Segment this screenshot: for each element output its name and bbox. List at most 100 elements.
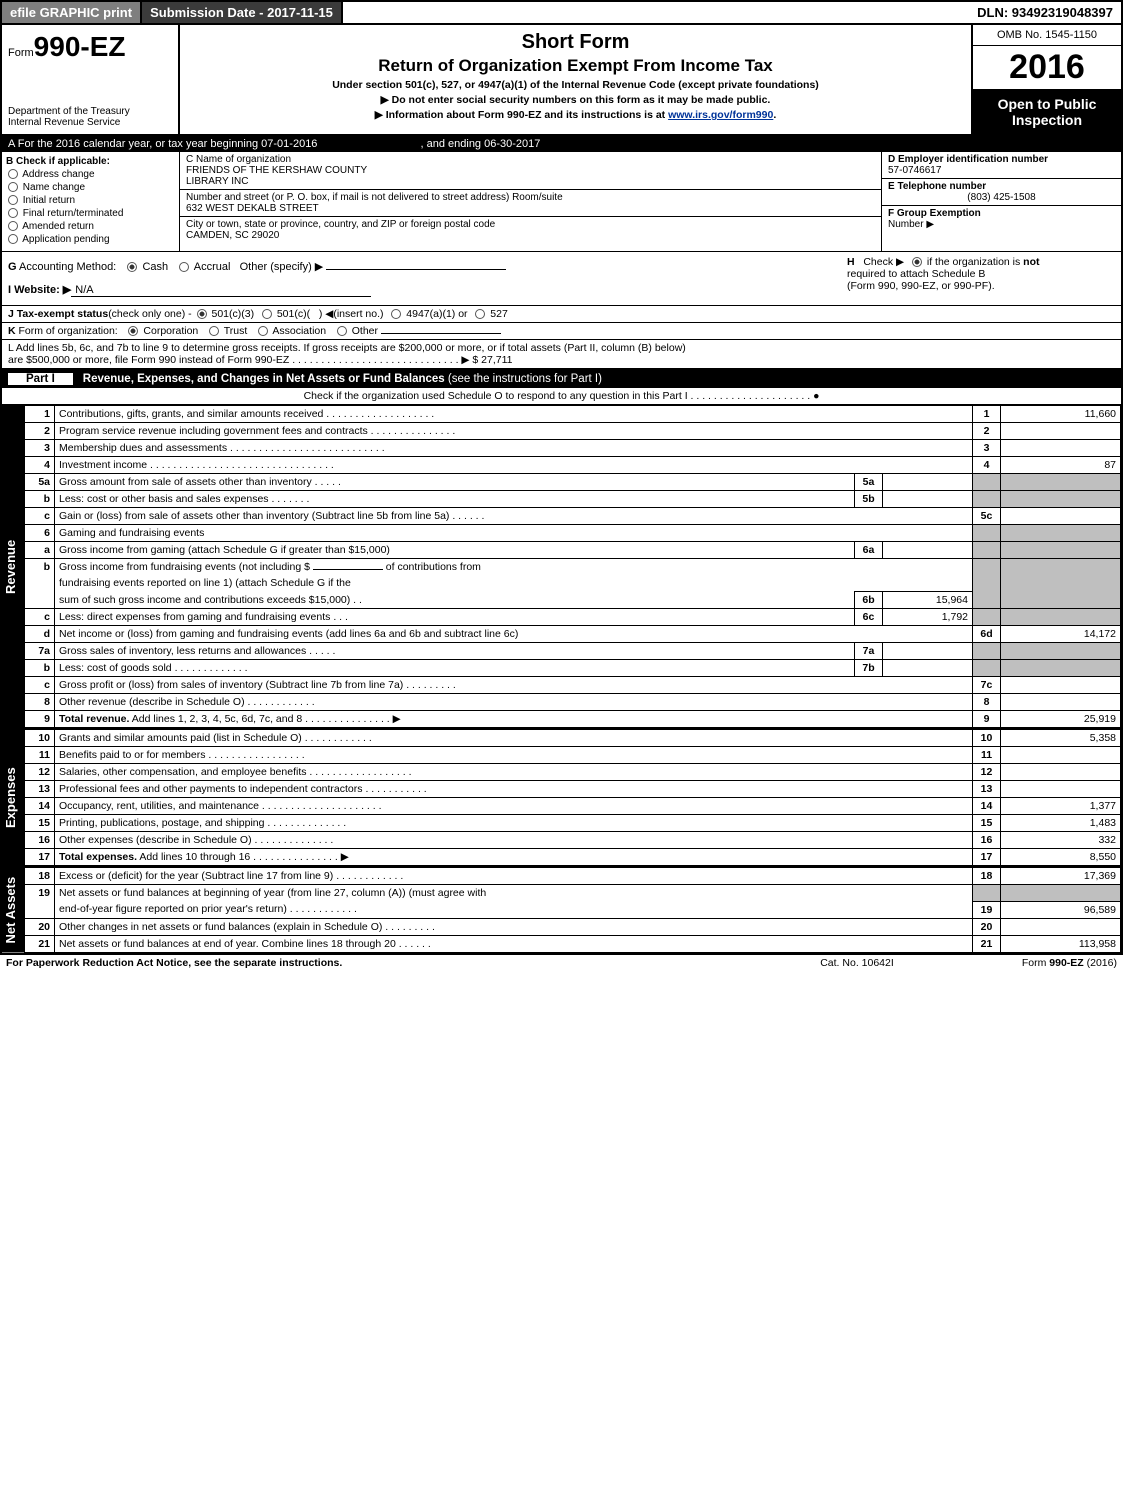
d-box: D Employer identification number 57-0746… — [882, 152, 1121, 179]
open-to-public: Open to Public Inspection — [973, 90, 1121, 134]
irs-link[interactable]: www.irs.gov/form990 — [668, 109, 773, 121]
netassets-tab: Net Assets — [2, 867, 24, 953]
line-12: 12Salaries, other compensation, and empl… — [25, 764, 1121, 781]
line-6b-2: fundraising events reported on line 1) (… — [25, 575, 1121, 592]
revenue-section: Revenue 1Contributions, gifts, grants, a… — [0, 405, 1123, 729]
subtitle-2: ▶ Do not enter social security numbers o… — [186, 94, 965, 106]
l-line-2: are $500,000 or more, file Form 990 inst… — [8, 354, 1115, 366]
top-bar: efile GRAPHIC print Submission Date - 20… — [0, 0, 1123, 25]
h-block: H Check ▶ if the organization is not req… — [841, 252, 1121, 305]
h-radio[interactable] — [912, 257, 922, 267]
j-501c3-radio[interactable] — [197, 309, 207, 319]
b-amended-return[interactable]: Amended return — [6, 221, 175, 232]
line-5c: cGain or (loss) from sale of assets othe… — [25, 508, 1121, 525]
line-15: 15Printing, publications, postage, and s… — [25, 815, 1121, 832]
j-4947-radio[interactable] — [391, 309, 401, 319]
f-label-2: Number ▶ — [888, 219, 934, 230]
k-row: K Form of organization: Corporation Trus… — [0, 323, 1123, 340]
org-name-2: LIBRARY INC — [186, 176, 875, 187]
line-19a: 19Net assets or fund balances at beginni… — [25, 885, 1121, 902]
line-6b-3: sum of such gross income and contributio… — [25, 592, 1121, 609]
c-column: C Name of organization FRIENDS OF THE KE… — [180, 152, 881, 251]
line-7b: bLess: cost of goods sold . . . . . . . … — [25, 660, 1121, 677]
c-name-box: C Name of organization FRIENDS OF THE KE… — [180, 152, 881, 190]
line-14: 14Occupancy, rent, utilities, and mainte… — [25, 798, 1121, 815]
h-line-1: H Check ▶ if the organization is not — [847, 256, 1115, 268]
line-2: 2Program service revenue including gover… — [25, 423, 1121, 440]
header-left: Form990-EZ Department of the Treasury In… — [2, 25, 180, 134]
b-final-return[interactable]: Final return/terminated — [6, 208, 175, 219]
j-527-radio[interactable] — [475, 309, 485, 319]
b-name-change[interactable]: Name change — [6, 182, 175, 193]
form-number: 990-EZ — [34, 31, 126, 62]
g-cash-radio[interactable] — [127, 262, 137, 272]
g-text: G Accounting Method: Cash Accrual Other … — [8, 260, 835, 273]
f-label-1: F Group Exemption — [888, 208, 981, 219]
k-corp-radio[interactable] — [128, 326, 138, 336]
h-line-2: required to attach Schedule B — [847, 268, 1115, 280]
b-address-change[interactable]: Address change — [6, 169, 175, 180]
subtitle-3: ▶ Information about Form 990-EZ and its … — [186, 109, 965, 121]
title-return: Return of Organization Exempt From Incom… — [186, 56, 965, 76]
expenses-tab: Expenses — [2, 729, 24, 866]
line-7c: cGross profit or (loss) from sales of in… — [25, 677, 1121, 694]
line-5a: 5aGross amount from sale of assets other… — [25, 474, 1121, 491]
open2: Inspection — [975, 112, 1119, 128]
line-19b: end-of-year figure reported on prior yea… — [25, 901, 1121, 918]
line-6c: cLess: direct expenses from gaming and f… — [25, 609, 1121, 626]
l-row: L Add lines 5b, 6c, and 7b to line 9 to … — [0, 340, 1123, 370]
line-11: 11Benefits paid to or for members . . . … — [25, 747, 1121, 764]
line-9: 9Total revenue. Add lines 1, 2, 3, 4, 5c… — [25, 711, 1121, 728]
g-accrual-radio[interactable] — [179, 262, 189, 272]
c-street-box: Number and street (or P. O. box, if mail… — [180, 190, 881, 217]
part1-header: Part I Revenue, Expenses, and Changes in… — [2, 370, 1121, 388]
form-header: Form990-EZ Department of the Treasury In… — [0, 25, 1123, 136]
dept-irs: Internal Revenue Service — [8, 117, 172, 128]
a-text-1: A For the 2016 calendar year, or tax yea… — [8, 138, 317, 150]
b-initial-return[interactable]: Initial return — [6, 195, 175, 206]
header-right: OMB No. 1545-1150 2016 Open to Public In… — [971, 25, 1121, 134]
c-label: C Name of organization — [186, 154, 875, 165]
i-label: I Website: ▶ — [8, 284, 71, 296]
submission-date-btn[interactable]: Submission Date - 2017-11-15 — [142, 2, 343, 23]
g-block: G Accounting Method: Cash Accrual Other … — [2, 252, 841, 305]
k-other-radio[interactable] — [337, 326, 347, 336]
bcdef-block: B Check if applicable: Address change Na… — [0, 152, 1123, 252]
line-6b: bGross income from fundraising events (n… — [25, 559, 1121, 576]
street-label: Number and street (or P. O. box, if mail… — [186, 192, 875, 203]
c-city-box: City or town, state or province, country… — [180, 217, 881, 243]
form-word: Form — [8, 47, 34, 59]
header-mid: Short Form Return of Organization Exempt… — [180, 25, 971, 134]
k-assoc-radio[interactable] — [258, 326, 268, 336]
line-18: 18Excess or (deficit) for the year (Subt… — [25, 868, 1121, 885]
efile-print-btn[interactable]: efile GRAPHIC print — [2, 2, 142, 23]
street-value: 632 WEST DEKALB STREET — [186, 203, 875, 214]
subtitle-1: Under section 501(c), 527, or 4947(a)(1)… — [186, 79, 965, 91]
dln: DLN: 93492319048397 — [969, 2, 1121, 23]
sub3a: ▶ Information about Form 990-EZ and its … — [375, 109, 668, 121]
k-trust-radio[interactable] — [209, 326, 219, 336]
open1: Open to Public — [975, 96, 1119, 112]
row-a-wrap: A For the 2016 calendar year, or tax yea… — [0, 136, 1123, 152]
e-value: (803) 425-1508 — [888, 192, 1115, 203]
j-501c-radio[interactable] — [262, 309, 272, 319]
part1-check: Check if the organization used Schedule … — [2, 388, 1121, 405]
b-title: B Check if applicable: — [6, 156, 175, 167]
def-column: D Employer identification number 57-0746… — [881, 152, 1121, 251]
footer-cat: Cat. No. 10642I — [757, 957, 957, 969]
d-label: D Employer identification number — [888, 154, 1048, 165]
e-box: E Telephone number (803) 425-1508 — [882, 179, 1121, 206]
line-5b: bLess: cost or other basis and sales exp… — [25, 491, 1121, 508]
org-name-1: FRIENDS OF THE KERSHAW COUNTY — [186, 165, 875, 176]
dept-treasury: Department of the Treasury — [8, 106, 172, 117]
d-value: 57-0746617 — [888, 165, 1115, 176]
b-application-pending[interactable]: Application pending — [6, 234, 175, 245]
city-label: City or town, state or province, country… — [186, 219, 875, 230]
f-box: F Group Exemption Number ▶ — [882, 206, 1121, 232]
footer-left: For Paperwork Reduction Act Notice, see … — [6, 957, 757, 969]
line-3: 3Membership dues and assessments . . . .… — [25, 440, 1121, 457]
title-short-form: Short Form — [186, 31, 965, 54]
line-4: 4Investment income . . . . . . . . . . .… — [25, 457, 1121, 474]
expenses-section: Expenses 10Grants and similar amounts pa… — [0, 729, 1123, 867]
gh-row: G Accounting Method: Cash Accrual Other … — [0, 252, 1123, 306]
